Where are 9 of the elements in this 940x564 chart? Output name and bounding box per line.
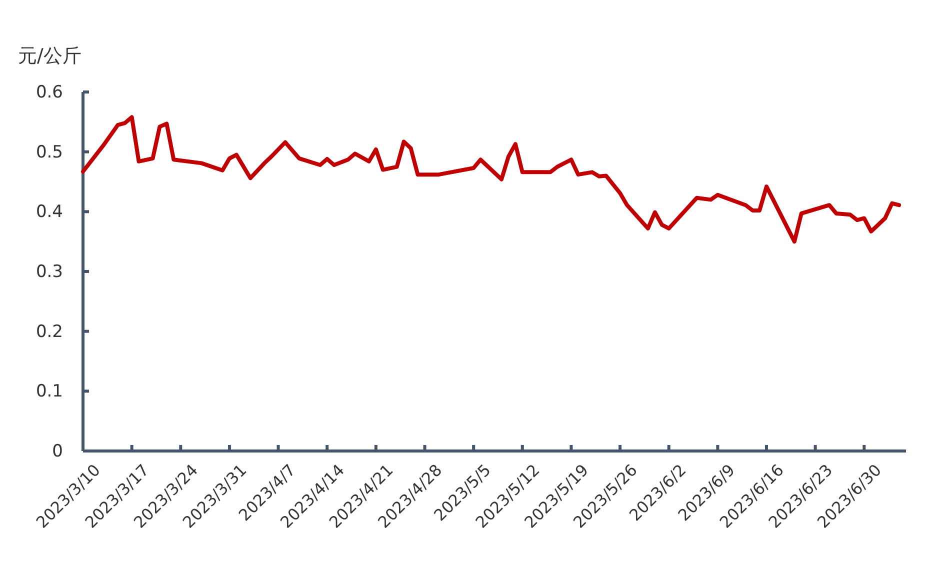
line-series: [81, 115, 902, 244]
y-tick-label: 0.1: [36, 382, 63, 402]
y-tick-label: 0.6: [36, 82, 63, 102]
y-tick-label: 0.5: [36, 142, 63, 162]
y-axis-title: 元/公斤: [18, 45, 82, 67]
y-tick-label: 0.2: [36, 322, 63, 342]
y-tick-label: 0.3: [36, 262, 63, 282]
y-tick-label: 0.4: [36, 202, 63, 222]
y-tick-label: 0: [52, 441, 63, 462]
